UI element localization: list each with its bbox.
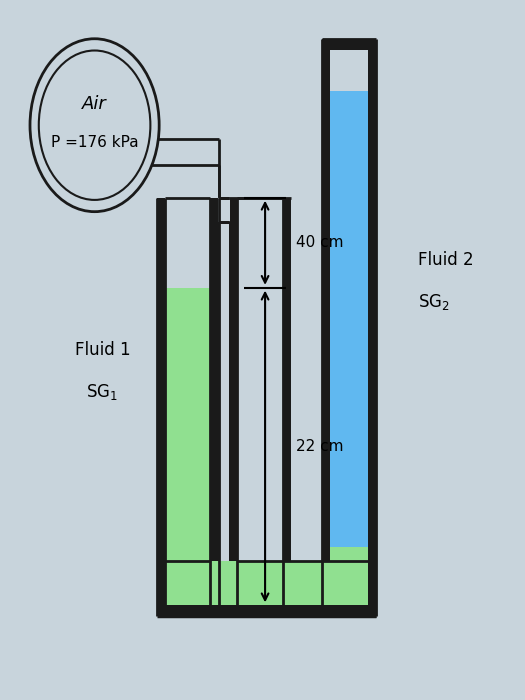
Text: SG$_2$: SG$_2$ (417, 292, 449, 312)
Bar (237, 561, 282, 606)
Bar (217, 198, 230, 222)
Text: Fluid 2: Fluid 2 (417, 251, 473, 269)
Text: 22 cm: 22 cm (296, 439, 343, 454)
Bar (165, 198, 211, 561)
Bar (322, 38, 376, 561)
Bar (156, 561, 376, 616)
Bar (322, 38, 376, 50)
Bar (165, 561, 368, 606)
Circle shape (30, 38, 159, 211)
Bar (229, 198, 291, 561)
Bar (330, 547, 368, 606)
Bar (165, 561, 368, 606)
Bar (237, 561, 282, 606)
Bar (165, 288, 211, 606)
Text: P =176 kPa: P =176 kPa (51, 135, 139, 150)
Text: SG$_1$: SG$_1$ (86, 382, 118, 402)
Bar (330, 547, 368, 606)
Bar (330, 90, 368, 547)
Bar (165, 561, 368, 606)
Bar (237, 198, 282, 561)
Bar (165, 288, 211, 606)
Bar (156, 198, 218, 561)
Bar (330, 38, 368, 561)
Text: Air: Air (82, 95, 107, 113)
Text: Fluid 1: Fluid 1 (75, 341, 130, 359)
Circle shape (39, 50, 150, 200)
Text: 40 cm: 40 cm (296, 235, 343, 251)
Bar (330, 90, 368, 547)
